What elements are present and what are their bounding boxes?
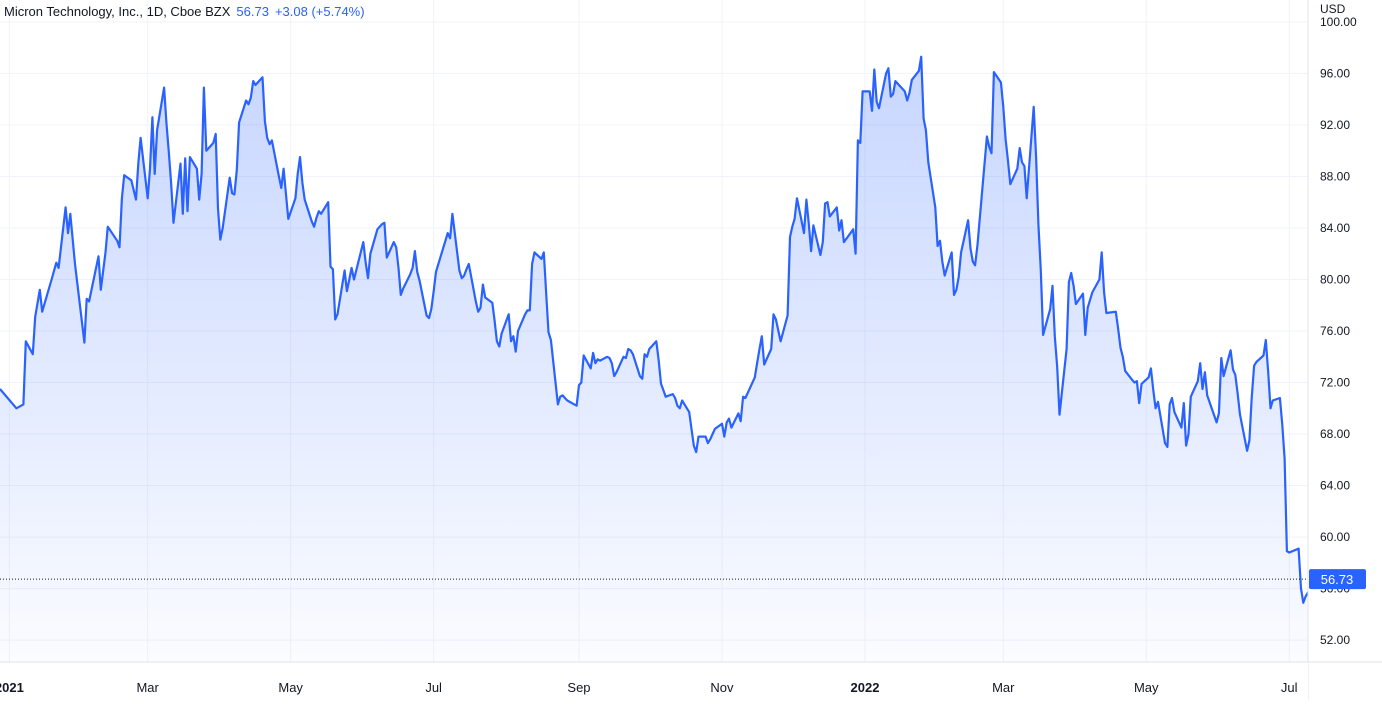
- time-axis-background: [0, 662, 1308, 700]
- x-tick-label: Jul: [1281, 680, 1298, 695]
- area-fill: [0, 56, 1346, 662]
- y-tick-label: 84.00: [1320, 221, 1350, 235]
- legend-change: +3.08 (+5.74%): [274, 4, 365, 19]
- last-price-badge-label: 56.73: [1321, 572, 1354, 587]
- x-tick-label: Sep: [567, 680, 590, 695]
- axis-unit-label: USD: [1320, 2, 1346, 16]
- y-tick-label: 76.00: [1320, 324, 1350, 338]
- x-tick-label: May: [1134, 680, 1159, 695]
- y-tick-label: 96.00: [1320, 66, 1350, 80]
- price-axis[interactable]: 52.0056.0060.0064.0068.0072.0076.0080.00…: [1307, 0, 1382, 700]
- x-tick-label: Mar: [992, 680, 1015, 695]
- y-tick-label: 64.00: [1320, 479, 1350, 493]
- y-tick-label: 80.00: [1320, 272, 1350, 286]
- legend-last-price: 56.73: [236, 4, 269, 19]
- y-tick-label: 100.00: [1320, 15, 1357, 29]
- last-price-badge-group: 56.73: [1309, 569, 1366, 590]
- x-tick-label: Jul: [425, 680, 442, 695]
- y-tick-label: 92.00: [1320, 118, 1350, 132]
- y-tick-label: 60.00: [1320, 530, 1350, 544]
- symbol-title: Micron Technology, Inc., 1D, Cboe BZX: [4, 4, 231, 19]
- series-line: [0, 55, 1347, 620]
- y-tick-label: 68.00: [1320, 427, 1350, 441]
- x-tick-label: Mar: [136, 680, 159, 695]
- y-tick-label: 72.00: [1320, 376, 1350, 390]
- x-tick-label: 2021: [0, 680, 24, 695]
- last-price-badge: [1309, 569, 1366, 590]
- price-area: [0, 55, 1347, 662]
- symbol-legend[interactable]: Micron Technology, Inc., 1D, Cboe BZX 56.…: [4, 4, 365, 19]
- x-tick-label: 2022: [851, 680, 880, 695]
- x-tick-label: Nov: [710, 680, 734, 695]
- time-axis[interactable]: 2021 Mar May Jul Sep Nov 2022 Mar May Jul: [0, 661, 1382, 700]
- x-tick-label: May: [278, 680, 303, 695]
- y-tick-label: 88.00: [1320, 169, 1350, 183]
- y-tick-label: 52.00: [1320, 633, 1350, 647]
